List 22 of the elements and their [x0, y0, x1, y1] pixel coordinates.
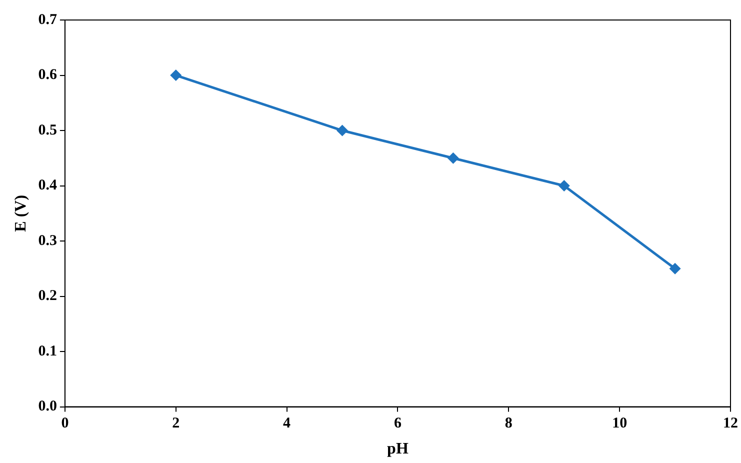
x-tick-label: 8	[504, 416, 512, 432]
x-tick-label: 4	[283, 416, 292, 432]
x-tick-label: 12	[723, 416, 738, 432]
x-tick-label: 2	[172, 416, 180, 432]
point	[448, 152, 458, 164]
x-tick-label: 10	[612, 416, 628, 432]
y-tick-label: 0.1	[38, 343, 57, 360]
point	[337, 125, 348, 136]
point	[170, 70, 182, 81]
x-tick-label: 6	[394, 416, 402, 432]
x-axis-title: pH	[387, 440, 409, 458]
y-tick-label: 0.4	[38, 178, 58, 194]
y-tick-label: 0.6	[38, 67, 58, 84]
point	[558, 180, 570, 192]
point	[670, 263, 680, 274]
y-tick-label: 0.5	[38, 122, 57, 138]
y-tick-label: 0.2	[38, 288, 57, 304]
y-tick-label: 0.7	[38, 12, 58, 28]
x-tick-label: 0	[61, 416, 69, 432]
y-tick-label: 0.0	[38, 398, 57, 415]
y-axis-title: E (V)	[12, 194, 30, 232]
y-tick-label: 0.3	[38, 232, 57, 249]
